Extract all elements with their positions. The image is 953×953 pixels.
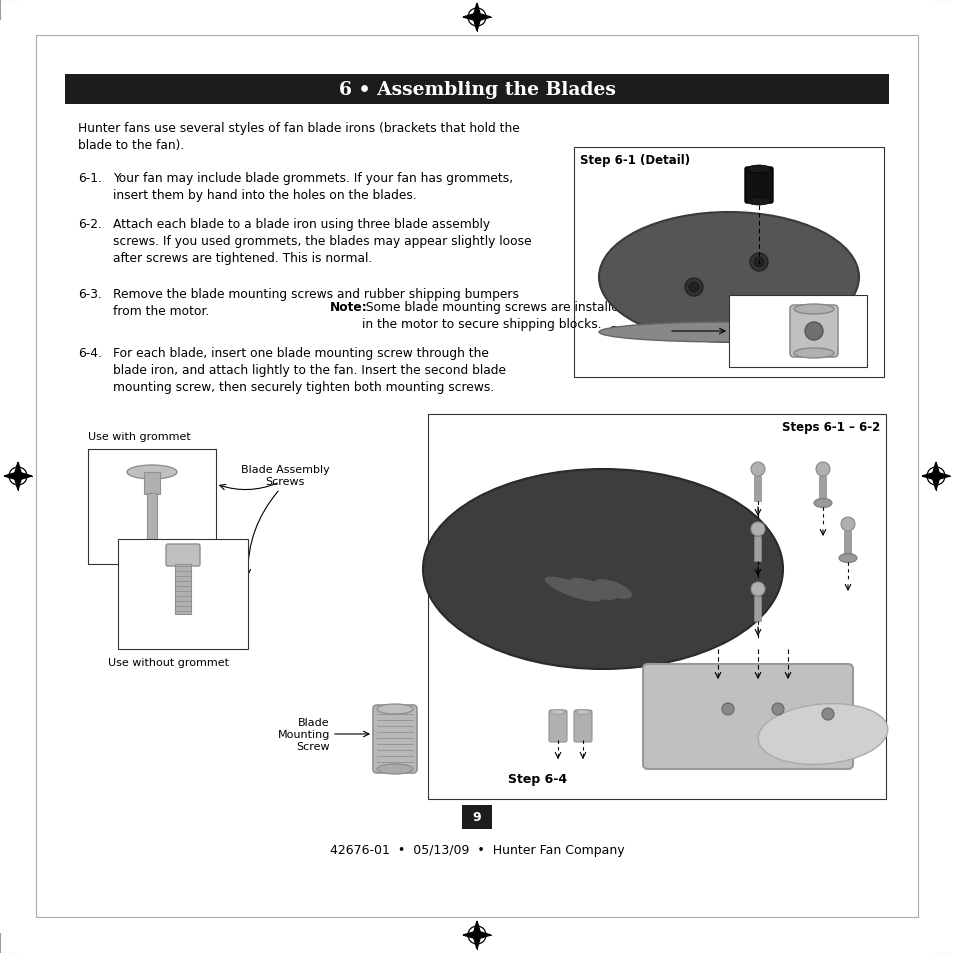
Bar [754,537,760,561]
Bar [118,539,248,649]
Bar [754,476,760,501]
Polygon shape [18,473,31,480]
Ellipse shape [376,704,413,714]
FancyBboxPatch shape [642,664,852,769]
Circle shape [804,323,822,340]
Ellipse shape [758,704,887,764]
Text: 9: 9 [472,811,481,823]
Text: 6-3.: 6-3. [78,288,102,301]
Circle shape [688,283,699,293]
Circle shape [750,462,764,476]
Polygon shape [931,462,939,476]
Text: Step 6-4: Step 6-4 [507,773,566,785]
Polygon shape [473,922,480,935]
Text: 6-1.: 6-1. [78,172,102,185]
Ellipse shape [813,499,831,508]
Text: Some blade mounting screws are installed
in the motor to secure shipping blocks.: Some blade mounting screws are installed… [361,301,626,331]
Text: Note:: Note: [330,301,367,314]
FancyBboxPatch shape [548,710,566,742]
Text: 6-2.: 6-2. [78,218,102,231]
Circle shape [815,462,829,476]
Bar [428,415,885,800]
Polygon shape [935,473,949,480]
FancyBboxPatch shape [373,705,416,773]
Circle shape [750,522,764,537]
Circle shape [721,703,733,716]
Text: 6 • Assembling the Blades: 6 • Assembling the Blades [338,81,615,99]
Polygon shape [462,931,476,939]
Ellipse shape [376,764,413,774]
Ellipse shape [576,710,589,715]
Text: Use with grommet: Use with grommet [88,432,191,441]
Text: Steps 6-1 – 6-2: Steps 6-1 – 6-2 [781,420,879,434]
Polygon shape [931,476,939,491]
Ellipse shape [838,554,856,563]
Text: Remove the blade mounting screws and rubber shipping bumpers
from the motor.: Remove the blade mounting screws and rub… [112,288,518,317]
Ellipse shape [594,579,631,599]
Text: Blade
Mounting
Screw: Blade Mounting Screw [277,717,330,752]
Polygon shape [473,4,480,18]
Polygon shape [473,935,480,949]
Circle shape [750,582,764,597]
Bar [65,75,888,105]
FancyBboxPatch shape [166,544,200,566]
Bar [88,450,215,564]
Ellipse shape [551,710,564,715]
FancyBboxPatch shape [789,306,837,357]
FancyBboxPatch shape [574,710,592,742]
Circle shape [753,257,763,268]
Bar [574,148,883,377]
Circle shape [684,278,702,296]
Polygon shape [462,14,476,22]
Polygon shape [473,18,480,31]
Text: Blade Assembly
Screws: Blade Assembly Screws [240,464,329,487]
Text: Grommet: Grommet [607,325,663,338]
Ellipse shape [544,577,600,601]
Text: Attach each blade to a blade iron using three blade assembly
screws. If you used: Attach each blade to a blade iron using … [112,218,531,265]
Circle shape [841,517,854,532]
Circle shape [821,708,833,720]
Bar [147,494,157,548]
Ellipse shape [127,465,177,479]
Text: 42676-01  •  05/13/09  •  Hunter Fan Company: 42676-01 • 05/13/09 • Hunter Fan Company [330,843,623,856]
Bar [144,473,160,495]
Ellipse shape [142,546,162,553]
Ellipse shape [422,470,782,669]
Polygon shape [14,462,22,476]
Circle shape [771,703,783,716]
Polygon shape [476,14,491,22]
Text: For each blade, insert one blade mounting screw through the
blade iron, and atta: For each blade, insert one blade mountin… [112,347,505,394]
Circle shape [749,253,767,272]
Ellipse shape [793,305,833,314]
Bar [174,564,191,615]
Bar [819,476,825,498]
Ellipse shape [569,578,616,600]
Text: Hunter fans use several styles of fan blade irons (brackets that hold the
blade : Hunter fans use several styles of fan bl… [78,122,519,152]
Ellipse shape [598,323,858,343]
Polygon shape [4,473,18,480]
Text: 6-4.: 6-4. [78,347,102,359]
Polygon shape [14,476,22,491]
Bar [843,532,851,554]
Ellipse shape [746,198,770,206]
Bar [754,597,760,621]
Text: Your fan may include blade grommets. If your fan has grommets,
insert them by ha: Your fan may include blade grommets. If … [112,172,513,202]
Text: Step 6-1 (Detail): Step 6-1 (Detail) [579,153,689,167]
Polygon shape [922,473,935,480]
Bar [461,805,492,829]
Text: Use without grommet: Use without grommet [108,658,229,667]
FancyBboxPatch shape [744,168,772,204]
Ellipse shape [793,349,833,358]
Ellipse shape [746,166,770,173]
Polygon shape [476,931,491,939]
Bar [728,295,866,368]
Ellipse shape [598,213,858,343]
